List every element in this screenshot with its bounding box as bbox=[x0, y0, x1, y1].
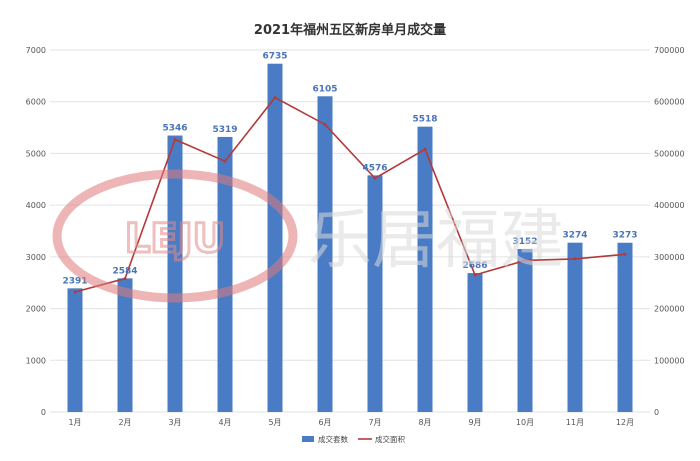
x-axis: 1月 2月 3月 4月 5月 6月 7月 8月 9月 10月 11月 12月 bbox=[68, 418, 634, 427]
left-tick-label: 7000 bbox=[26, 46, 46, 55]
bar-value-label: 6735 bbox=[262, 52, 287, 62]
right-tick-label: 400000 bbox=[654, 201, 685, 210]
x-tick-label: 7月 bbox=[368, 418, 381, 427]
chart-title: 2021年福州五区新房单月成交量 bbox=[254, 22, 446, 38]
left-y-axis: 0 1000 2000 3000 4000 5000 6000 7000 bbox=[26, 46, 46, 417]
watermark: LEJU 乐居福建 bbox=[52, 169, 564, 303]
bar-value-label: 5518 bbox=[412, 115, 437, 125]
left-tick-label: 0 bbox=[41, 408, 46, 417]
x-tick-label: 5月 bbox=[268, 418, 281, 427]
right-tick-label: 200000 bbox=[654, 305, 685, 314]
left-tick-label: 2000 bbox=[26, 305, 46, 314]
watermark-logo: LEJU bbox=[125, 216, 225, 262]
watermark-logo-ring bbox=[52, 169, 298, 303]
left-tick-label: 3000 bbox=[26, 253, 46, 262]
right-tick-label: 300000 bbox=[654, 253, 685, 262]
bar-value-label: 2584 bbox=[112, 266, 137, 276]
line-point bbox=[73, 290, 77, 294]
bar bbox=[617, 242, 633, 412]
bar-value-label: 6105 bbox=[312, 84, 337, 94]
right-tick-label: 0 bbox=[654, 408, 659, 417]
line-point bbox=[223, 159, 227, 163]
bar-value-label: 4576 bbox=[362, 163, 387, 173]
bar bbox=[267, 63, 283, 412]
left-tick-label: 1000 bbox=[26, 356, 46, 365]
line-point bbox=[273, 96, 277, 100]
legend-swatch-bar bbox=[302, 436, 314, 442]
line-point bbox=[423, 147, 427, 151]
left-tick-label: 4000 bbox=[26, 201, 46, 210]
left-tick-label: 6000 bbox=[26, 98, 46, 107]
watermark-brand: 乐居福建 bbox=[308, 204, 564, 278]
x-tick-label: 10月 bbox=[516, 418, 534, 427]
right-tick-label: 600000 bbox=[654, 98, 685, 107]
bar-value-label: 5319 bbox=[212, 125, 237, 135]
bar bbox=[367, 175, 383, 412]
bar-value-label: 5346 bbox=[162, 124, 187, 134]
bar-value-label: 3274 bbox=[562, 231, 587, 241]
bar bbox=[217, 136, 233, 413]
bar bbox=[417, 126, 433, 413]
bar-series bbox=[67, 63, 633, 413]
legend: 成交套数 成交面积 bbox=[302, 434, 405, 444]
x-tick-label: 9月 bbox=[468, 418, 481, 427]
bar bbox=[117, 278, 133, 412]
line-point bbox=[123, 277, 127, 281]
bar bbox=[317, 96, 333, 412]
line-point bbox=[623, 252, 627, 256]
x-tick-label: 6月 bbox=[318, 418, 331, 427]
x-tick-label: 3月 bbox=[168, 418, 181, 427]
x-tick-label: 11月 bbox=[566, 418, 584, 427]
bar bbox=[67, 288, 83, 412]
line-point bbox=[523, 258, 527, 262]
left-tick-label: 5000 bbox=[26, 149, 46, 158]
bar-value-label: 2686 bbox=[462, 261, 487, 271]
line-series bbox=[73, 96, 627, 294]
bar-value-label: 2391 bbox=[62, 276, 87, 286]
line-point bbox=[323, 122, 327, 126]
bar bbox=[567, 242, 583, 412]
x-tick-label: 8月 bbox=[418, 418, 431, 427]
bar bbox=[517, 248, 533, 412]
grid-lines bbox=[50, 49, 650, 413]
area-line bbox=[74, 96, 626, 293]
line-point bbox=[173, 137, 177, 141]
bar bbox=[167, 135, 183, 412]
legend-label-line: 成交面积 bbox=[375, 434, 405, 444]
x-tick-label: 1月 bbox=[68, 418, 81, 427]
line-point bbox=[573, 257, 577, 261]
line-point bbox=[473, 273, 477, 277]
bar-value-label: 3152 bbox=[512, 237, 537, 247]
legend-label-bar: 成交套数 bbox=[318, 434, 348, 444]
right-y-axis: 0 100000 200000 300000 400000 500000 600000 700… bbox=[654, 46, 685, 417]
bar-value-label: 3273 bbox=[612, 231, 637, 241]
right-tick-label: 100000 bbox=[654, 356, 685, 365]
bar bbox=[467, 273, 483, 412]
x-tick-label: 2月 bbox=[118, 418, 131, 427]
data-labels: 2391 2584 5346 5319 6735 6105 4576 5518 2686 3152… bbox=[62, 52, 637, 287]
x-tick-label: 4月 bbox=[218, 418, 231, 427]
x-tick-label: 12月 bbox=[616, 418, 634, 427]
right-tick-label: 500000 bbox=[654, 149, 685, 158]
right-tick-label: 700000 bbox=[654, 46, 685, 55]
line-point bbox=[373, 176, 377, 180]
